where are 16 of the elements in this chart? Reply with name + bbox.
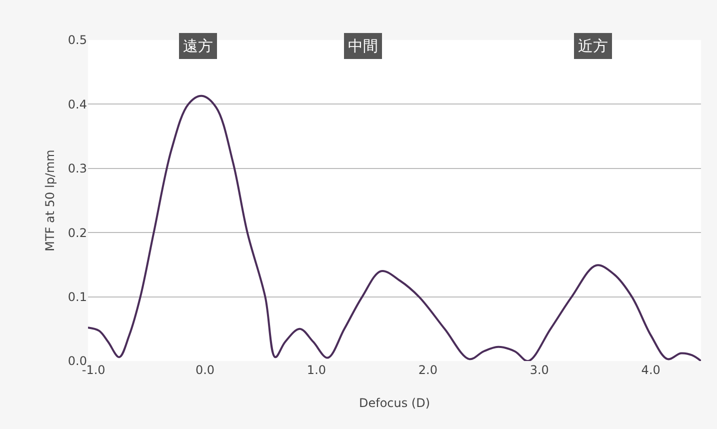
y-tick-label: 0.1 (68, 290, 87, 304)
annotation: 中間 (348, 37, 378, 55)
x-axis-title: Defocus (D) (358, 396, 430, 410)
annotation: 近方 (578, 37, 608, 55)
y-tick-label: 0.5 (68, 33, 87, 48)
x-tick-label: 1.0 (306, 363, 326, 377)
annotation: 遠方 (183, 37, 213, 55)
y-tick-label: 0.2 (68, 226, 87, 240)
line-series (88, 94, 701, 361)
x-tick-label: 2.0 (418, 363, 438, 377)
x-tick-label: 4.0 (641, 363, 660, 377)
y-tick-label: 0.3 (68, 162, 87, 176)
x-tick-label: 0.0 (195, 363, 215, 377)
y-tick-label: 0.4 (68, 97, 87, 112)
x-tick-label: 3.0 (530, 363, 549, 377)
y-axis-title: MTF at 50 lp/mm (43, 150, 57, 252)
